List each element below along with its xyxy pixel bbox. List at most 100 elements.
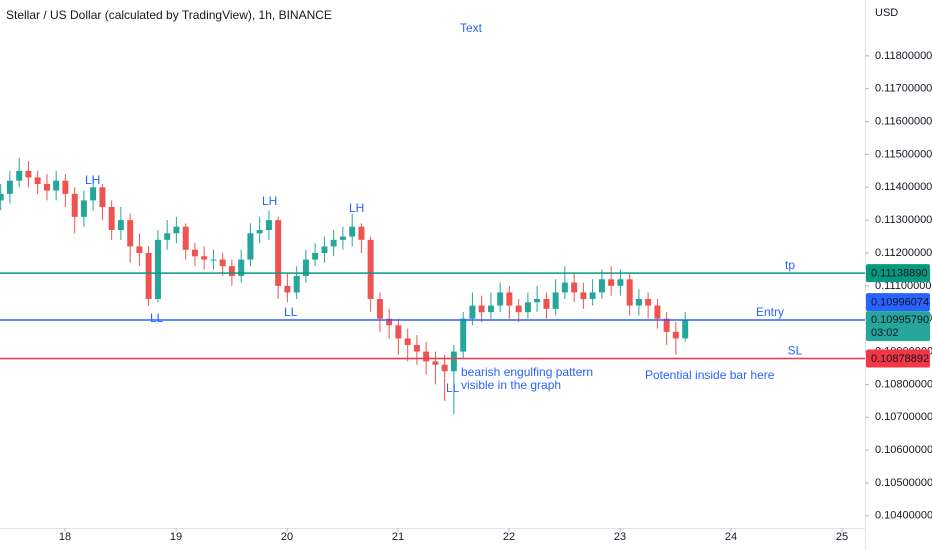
x-tick-label: 19 (170, 531, 182, 543)
candle-body (154, 239, 161, 299)
level-price-label: 0.10996074 (871, 296, 929, 308)
candle-body (0, 193, 4, 201)
y-tick-label: 0.11700000 (875, 83, 932, 95)
level-price-box (866, 349, 930, 368)
annotation: LL (446, 381, 460, 395)
candle-body (265, 220, 272, 230)
candle-body (589, 292, 596, 299)
currency-label: USD (875, 7, 898, 19)
candle-body (552, 292, 559, 309)
plot: 0.10400000 0.10500000 0.10600000 0.10700000… (0, 50, 932, 543)
y-tick-label: 0.10700000 (875, 411, 932, 423)
candle-body (358, 226, 365, 240)
candle-body (127, 220, 134, 247)
candle-body (108, 206, 115, 230)
annotation: visible in the graph (461, 378, 561, 392)
level-name: SL (788, 344, 803, 358)
x-tick-label: 18 (59, 531, 71, 543)
candle-body (293, 275, 300, 293)
candle-body (43, 183, 50, 191)
candle-body (164, 233, 171, 240)
y-tick-label: 0.11400000 (875, 181, 932, 193)
candle-body (71, 193, 78, 217)
candle-body (99, 187, 106, 207)
candle-body (80, 200, 87, 217)
candle-body (136, 246, 143, 253)
candle-body (349, 226, 356, 237)
y-tick-label: 0.10500000 (875, 477, 932, 489)
level-price-label: 0.10878892 (871, 353, 929, 365)
candle-body (654, 305, 661, 319)
annotation: LL (150, 311, 164, 325)
candle-body (247, 233, 254, 260)
candle-body (598, 279, 605, 293)
candle-body (663, 318, 670, 332)
candle-body (404, 338, 411, 345)
candle-body (330, 239, 337, 247)
candle-body (228, 266, 235, 276)
candle-body (487, 305, 494, 313)
candle-body (450, 351, 457, 372)
candle-body (608, 279, 615, 286)
annotation: Potential inside bar here (645, 368, 775, 382)
candle-body (497, 292, 504, 306)
annotation: bearish engulfing pattern (461, 365, 593, 379)
y-tick-label: 0.10800000 (875, 378, 932, 390)
candle-body (302, 259, 309, 276)
y-tick-label: 0.11800000 (875, 50, 932, 62)
candle-body (645, 298, 652, 306)
annotation: LH (85, 173, 100, 187)
candle-body (626, 279, 633, 306)
x-tick-label: 24 (725, 531, 737, 543)
candle-body (682, 320, 689, 339)
level-price-box (866, 293, 930, 312)
candle-body (432, 361, 439, 365)
candle-body (62, 180, 69, 194)
candle-body (635, 298, 642, 306)
candle-body (238, 259, 245, 276)
candle-body (478, 305, 485, 313)
level-name: tp (785, 258, 795, 272)
candle-body (617, 279, 624, 286)
y-tick-label: 0.11300000 (875, 214, 932, 226)
y-tick-label: 0.11600000 (875, 115, 932, 127)
candle-body (256, 229, 263, 234)
candle-body (201, 256, 208, 260)
level-price-box (866, 264, 930, 283)
candle-body (441, 364, 448, 372)
candle-body (460, 318, 467, 352)
candle-body (312, 252, 319, 260)
annotation: LH (349, 201, 364, 215)
candle-body (524, 302, 531, 313)
y-tick-label: 0.11200000 (875, 247, 932, 259)
candle-body (53, 180, 60, 191)
candle-body (90, 187, 97, 201)
x-tick-label: 22 (503, 531, 515, 543)
candle-body (376, 298, 383, 319)
level-price-label: 0.11138890 (871, 267, 927, 279)
candle-body (561, 282, 568, 293)
candle-body (275, 220, 282, 286)
annotation: LL (284, 305, 298, 319)
candle-body (506, 292, 513, 306)
candle-body (145, 252, 152, 299)
current-price-label: 0.10995790 (871, 314, 929, 326)
current-price-box (866, 311, 930, 342)
candle-body (395, 325, 402, 339)
y-tick-label: 0.10600000 (875, 444, 932, 456)
x-tick-label: 25 (836, 531, 848, 543)
annotation: Text (460, 21, 483, 35)
x-tick-label: 23 (614, 531, 626, 543)
candle-body (515, 305, 522, 313)
candle-body (25, 170, 32, 178)
candle-body (367, 239, 374, 299)
candle-body (219, 259, 226, 267)
candle-body (117, 220, 124, 230)
candle-body (321, 246, 328, 253)
level-name: Entry (756, 305, 784, 319)
countdown-label: 03:02 (871, 327, 899, 339)
x-tick-label: 20 (281, 531, 293, 543)
y-tick-label: 0.10400000 (875, 510, 932, 522)
